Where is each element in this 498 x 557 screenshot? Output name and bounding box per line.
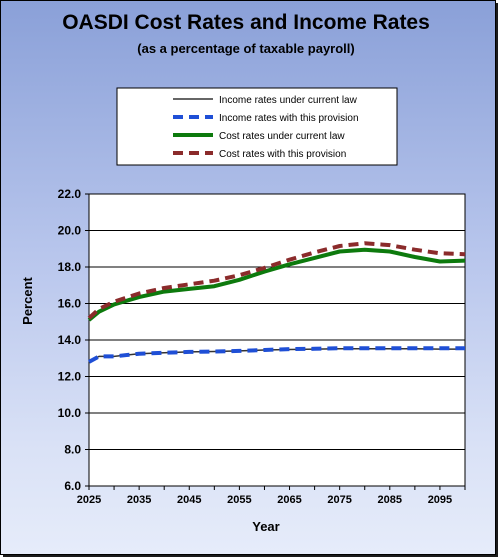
y-tick-label: 16.0 <box>58 297 82 311</box>
legend: Income rates under current law Income rat… <box>173 95 359 160</box>
x-axis-title: Year <box>252 519 279 534</box>
series-line-2 <box>88 346 465 364</box>
y-tick-label: 6.0 <box>64 479 81 493</box>
x-axis-ticks: 2025 2035 2045 2055 2065 2075 2085 2095 <box>77 486 466 506</box>
chart-subtitle: (as a percentage of taxable payroll) <box>137 41 354 56</box>
x-tick-label: 2045 <box>177 494 201 506</box>
legend-label: Income rates with this provision <box>219 113 359 124</box>
x-tick-label: 2025 <box>77 494 101 506</box>
legend-label: Cost rates with this provision <box>219 149 346 160</box>
y-tick-label: 8.0 <box>64 443 81 457</box>
x-tick-label: 2085 <box>378 494 402 506</box>
y-tick-label: 18.0 <box>58 260 82 274</box>
series-line-4 <box>87 241 466 320</box>
legend-label: Income rates under current law <box>219 95 358 106</box>
x-tick-label: 2065 <box>277 494 301 506</box>
y-tick-label: 22.0 <box>58 187 82 201</box>
x-tick-label: 2035 <box>127 494 151 506</box>
legend-label: Cost rates under current law <box>219 131 345 142</box>
y-axis-title: Percent <box>20 276 35 324</box>
y-tick-label: 10.0 <box>58 406 82 420</box>
series-lines <box>87 241 466 364</box>
x-tick-label: 2075 <box>327 494 351 506</box>
y-tick-label: 12.0 <box>58 370 82 384</box>
x-tick-label: 2095 <box>428 494 452 506</box>
y-axis-ticks: 6.0 8.0 10.0 12.0 14.0 16.0 18.0 20.0 22.0 <box>58 187 89 493</box>
series-line-3 <box>87 247 466 322</box>
y-tick-label: 20.0 <box>58 224 82 238</box>
legend-box <box>116 87 398 166</box>
chart-title: OASDI Cost Rates and Income Rates <box>62 11 430 34</box>
y-tick-label: 14.0 <box>58 333 82 347</box>
x-tick-label: 2055 <box>227 494 251 506</box>
